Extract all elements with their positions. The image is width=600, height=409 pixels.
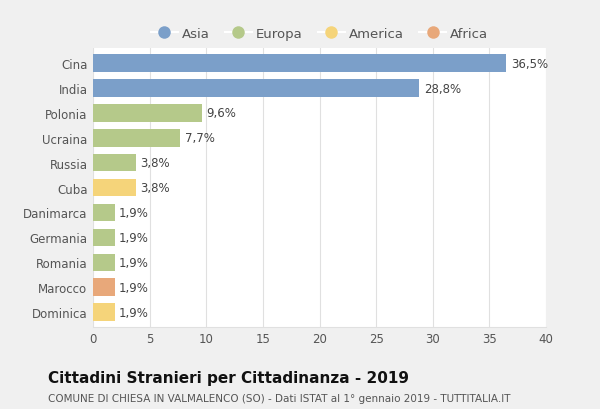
Text: 9,6%: 9,6% (206, 107, 236, 120)
Text: Cittadini Stranieri per Cittadinanza - 2019: Cittadini Stranieri per Cittadinanza - 2… (48, 370, 409, 385)
Text: 3,8%: 3,8% (140, 157, 170, 170)
Text: 1,9%: 1,9% (119, 231, 149, 244)
Text: 1,9%: 1,9% (119, 207, 149, 220)
Text: 3,8%: 3,8% (140, 182, 170, 195)
Bar (93, 279, 115, 296)
Text: COMUNE DI CHIESA IN VALMALENCO (SO) - Dati ISTAT al 1° gennaio 2019 - TUTTITALIA: COMUNE DI CHIESA IN VALMALENCO (SO) - Da… (48, 393, 511, 403)
Bar (93, 204, 115, 222)
Text: 7,7%: 7,7% (185, 132, 215, 145)
Bar (93, 105, 202, 122)
Bar (93, 155, 136, 172)
Bar (93, 130, 180, 147)
Text: 1,9%: 1,9% (119, 306, 149, 319)
Bar (93, 254, 115, 271)
Text: 28,8%: 28,8% (424, 82, 461, 95)
Bar (93, 55, 506, 73)
Bar (93, 303, 115, 321)
Text: 1,9%: 1,9% (119, 281, 149, 294)
Bar (93, 180, 136, 197)
Text: 1,9%: 1,9% (119, 256, 149, 269)
Legend: Asia, Europa, America, Africa: Asia, Europa, America, Africa (146, 22, 493, 46)
Bar (93, 80, 419, 97)
Text: 36,5%: 36,5% (511, 58, 548, 70)
Bar (93, 229, 115, 247)
